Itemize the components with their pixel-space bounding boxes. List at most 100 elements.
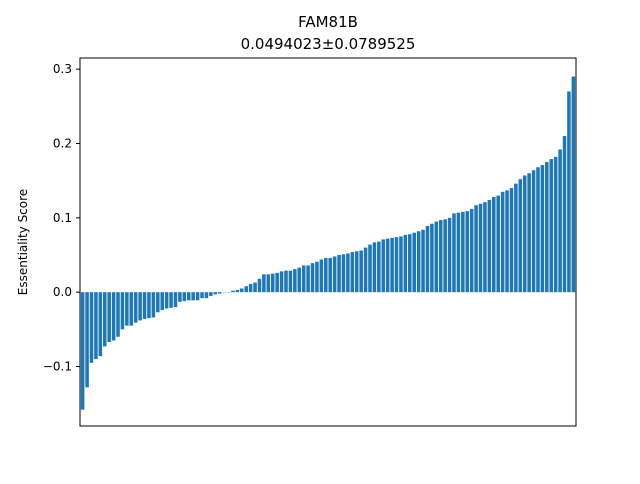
bar [90, 292, 94, 363]
bar [134, 292, 138, 322]
bar [567, 91, 571, 292]
bar [377, 242, 381, 293]
bar [240, 288, 244, 292]
bar [355, 251, 359, 292]
bar [386, 239, 390, 293]
bar [107, 292, 111, 342]
bar [465, 211, 469, 292]
bar [563, 136, 567, 292]
bar [258, 279, 262, 292]
bar [479, 204, 483, 292]
bar [209, 292, 213, 296]
bar [514, 184, 518, 293]
bar [536, 167, 540, 292]
y-tick-label: 0.0 [53, 285, 72, 299]
bar [99, 292, 103, 356]
bar [236, 290, 240, 292]
y-tick-label: 0.3 [53, 62, 72, 76]
bar [293, 269, 297, 292]
bar [284, 271, 288, 293]
bar [187, 292, 191, 300]
bar [496, 196, 500, 293]
bar [439, 220, 443, 292]
bar [457, 213, 461, 293]
bar [532, 170, 536, 292]
bar [430, 224, 434, 292]
bar [244, 286, 248, 292]
bar [412, 233, 416, 292]
bar [545, 162, 549, 292]
bar [271, 274, 275, 293]
bar [417, 231, 421, 292]
bar [505, 190, 509, 292]
bar [390, 238, 394, 292]
bar [315, 262, 319, 292]
bar [448, 218, 452, 292]
bar [275, 273, 279, 292]
bar [368, 245, 372, 293]
bar [342, 254, 346, 292]
bar [143, 292, 147, 319]
bar [116, 292, 120, 337]
y-tick-label: 0.2 [53, 136, 72, 150]
bar [200, 292, 204, 298]
bar [249, 284, 253, 292]
bar [178, 292, 182, 302]
bar [426, 226, 430, 292]
bar [298, 268, 302, 293]
bar [103, 292, 107, 346]
bar [501, 192, 505, 292]
bar [333, 257, 337, 293]
bar [404, 235, 408, 292]
bar [421, 230, 425, 292]
bar [324, 258, 328, 292]
bar [183, 292, 187, 301]
bar [85, 292, 89, 387]
bar [519, 179, 523, 292]
bar [510, 188, 514, 292]
bar [156, 292, 160, 312]
bar [488, 200, 492, 292]
bar [125, 292, 129, 325]
bar [558, 149, 562, 292]
chart-title: FAM81B [298, 13, 358, 31]
bar [147, 292, 151, 318]
bar [231, 291, 235, 292]
bar [399, 236, 403, 292]
bar [289, 271, 293, 293]
bar [169, 292, 173, 308]
bar [474, 205, 478, 292]
bar [461, 212, 465, 292]
bar [351, 252, 355, 292]
bar [81, 292, 85, 409]
bar [337, 255, 341, 292]
bar [470, 209, 474, 292]
y-axis-label: Essentiality Score [16, 189, 30, 295]
bar [94, 292, 98, 359]
bar [160, 292, 164, 310]
bar [452, 213, 456, 292]
bar [311, 263, 315, 292]
bar [435, 222, 439, 293]
bar [191, 292, 195, 300]
bar [205, 292, 209, 298]
y-tick-label: 0.1 [53, 211, 72, 225]
bar [364, 248, 368, 293]
y-tick-label: −0.1 [43, 360, 72, 374]
bar [381, 239, 385, 292]
bar [549, 159, 553, 292]
bar [196, 292, 200, 300]
bar [346, 254, 350, 293]
bar [306, 265, 310, 292]
bar [267, 274, 271, 292]
bar [130, 292, 134, 325]
bar [214, 292, 218, 294]
bar [112, 292, 116, 340]
bar [443, 219, 447, 292]
bar [253, 283, 257, 293]
bar [527, 173, 531, 292]
bar [483, 202, 487, 292]
bar [320, 259, 324, 292]
bar [280, 271, 284, 292]
bar [359, 251, 363, 293]
